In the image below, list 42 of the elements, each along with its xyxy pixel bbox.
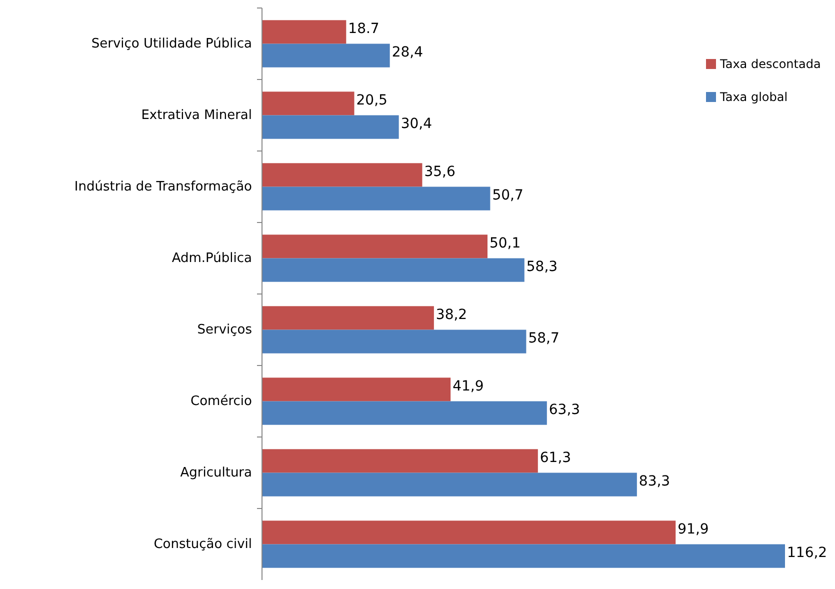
bar [262,44,390,68]
y-tick-label: Adm.Pública [172,250,252,266]
bar [262,163,422,187]
bar [262,401,547,425]
bar [262,115,399,139]
y-tick-label: Extrativa Mineral [141,108,252,123]
y-tick-label: Agricultura [180,465,252,480]
y-tick-label: Constução civil [154,536,252,552]
data-label: 58,3 [526,259,558,276]
y-tick-label: Serviço Utilidade Pública [91,36,252,52]
data-label: 20,5 [356,92,388,108]
bar [262,378,451,402]
bar [262,520,676,544]
bar [262,330,526,354]
bar [262,20,346,44]
data-label: 28,4 [392,44,424,61]
bar [262,306,434,330]
data-label: 116,2 [787,545,828,562]
data-label: 50,7 [492,188,524,204]
data-label: 35,6 [424,164,456,180]
data-label: 83,3 [638,474,670,490]
bar [262,449,538,473]
data-label: 61,3 [540,450,572,466]
bar [262,92,354,116]
bar [262,234,488,258]
data-label: 38,2 [436,306,468,323]
y-tick-label: Indústria de Transformação [74,179,252,194]
bar [262,186,490,210]
data-label: 63,3 [548,402,580,418]
data-label: 50,1 [489,235,521,252]
bar [262,472,637,496]
data-label: 58,7 [528,330,560,347]
legend-label: Taxa descontada [719,57,821,71]
data-label: 91,9 [678,521,709,538]
legend-label: Taxa global [719,90,788,104]
data-label: 18.7 [348,20,380,37]
bar [262,544,785,568]
bar [262,258,524,282]
data-label: 30,4 [400,116,432,132]
y-tick-label: Comércio [190,394,252,409]
y-tick-label: Serviços [197,322,252,338]
data-label: 41,9 [452,378,484,394]
